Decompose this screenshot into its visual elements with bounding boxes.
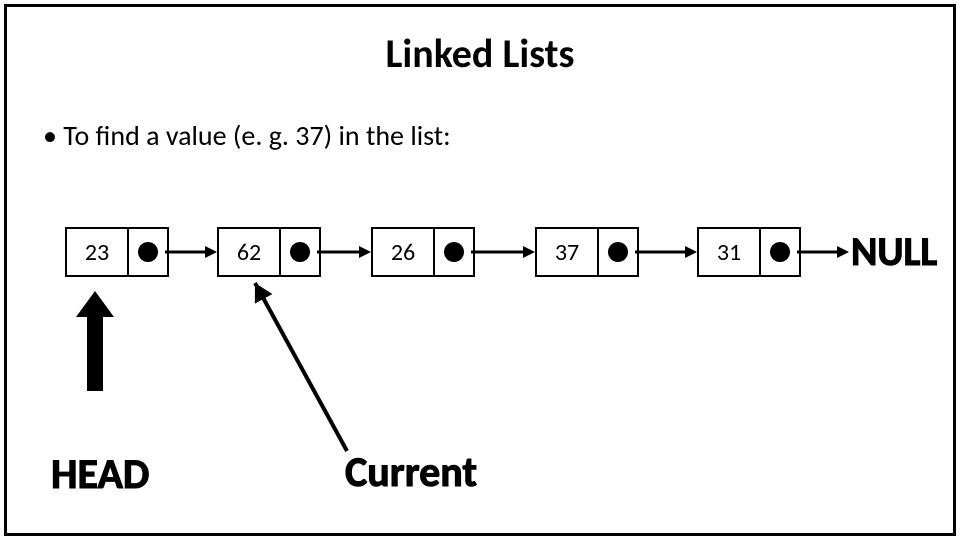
list-node: 26	[371, 227, 475, 277]
head-label: HEAD	[51, 449, 149, 500]
pointer-dot-icon	[138, 242, 158, 262]
linked-list-diagram: 23 62 26 37 31 NULL HEAD Current	[7, 219, 960, 519]
link-arrow-icon	[795, 242, 851, 262]
node-pointer	[761, 229, 799, 275]
node-value: 62	[219, 229, 281, 275]
node-value: 37	[537, 229, 599, 275]
current-arrow-icon	[243, 271, 359, 463]
head-arrow-icon	[70, 289, 120, 395]
link-arrow-icon	[469, 242, 537, 262]
list-node: 23	[65, 227, 169, 277]
null-label: NULL	[851, 227, 937, 276]
node-value: 23	[67, 229, 129, 275]
node-value: 31	[699, 229, 761, 275]
bullet-text: To find a value (e. g. 37) in the list:	[43, 118, 953, 153]
pointer-dot-icon	[290, 242, 310, 262]
list-node: 31	[697, 227, 801, 277]
link-arrow-icon	[315, 242, 373, 262]
page-title: Linked Lists	[7, 29, 953, 78]
current-label: Current	[345, 447, 477, 498]
node-value: 26	[373, 229, 435, 275]
node-pointer	[281, 229, 319, 275]
node-pointer	[129, 229, 167, 275]
pointer-dot-icon	[444, 242, 464, 262]
link-arrow-icon	[163, 242, 219, 262]
pointer-dot-icon	[608, 242, 628, 262]
node-pointer	[435, 229, 473, 275]
slide-frame: Linked Lists To find a value (e. g. 37) …	[4, 4, 956, 536]
list-node: 37	[535, 227, 639, 277]
node-pointer	[599, 229, 637, 275]
link-arrow-icon	[633, 242, 699, 262]
pointer-dot-icon	[770, 242, 790, 262]
list-node: 62	[217, 227, 321, 277]
